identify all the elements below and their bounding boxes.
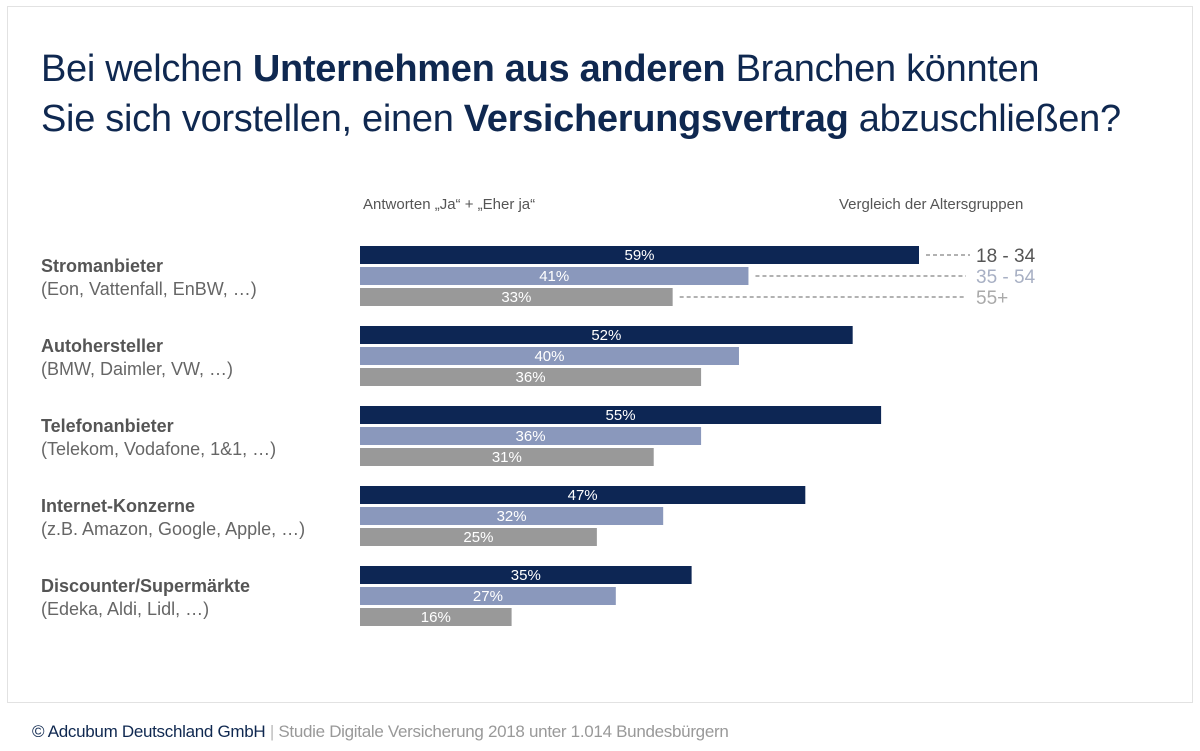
chart-title: Bei welchen Unternehmen aus anderen Bran… <box>41 44 1121 144</box>
bar-value-label: 32% <box>497 508 527 525</box>
bar-value-label: 33% <box>501 289 531 306</box>
title-line-1: Bei welchen Unternehmen aus anderen Bran… <box>41 44 1121 94</box>
category-label: Telefonanbieter (Telekom, Vodafone, 1&1,… <box>41 415 276 461</box>
bar-value-label: 55% <box>606 407 636 424</box>
subtitle-answers: Antworten „Ja“ + „Eher ja“ <box>363 196 536 213</box>
legend-label-18-34: 18 - 34 <box>976 246 1036 267</box>
title-part: abzuschließen? <box>848 98 1121 140</box>
bar-value-label: 36% <box>516 369 546 386</box>
legend-label-35-54: 35 - 54 <box>976 267 1036 288</box>
footer-copyright: © Adcubum Deutschland GmbH <box>32 722 266 741</box>
footer: © Adcubum Deutschland GmbH | Studie Digi… <box>32 722 729 742</box>
bar-value-label: 16% <box>421 609 451 626</box>
bar-value-label: 52% <box>591 327 621 344</box>
category-name: Telefonanbieter <box>41 416 174 436</box>
title-part-bold: Versicherungsvertrag <box>463 98 849 140</box>
bar-18-34 <box>360 406 882 424</box>
category-examples: (Telekom, Vodafone, 1&1, …) <box>41 439 277 459</box>
bar-value-label: 36% <box>516 428 546 445</box>
category-examples: (Edeka, Aldi, Lidl, …) <box>41 599 210 619</box>
bar-value-label: 41% <box>539 268 569 285</box>
category-name: Internet-Konzerne <box>41 496 196 516</box>
legend-label-55+: 55+ <box>976 288 1008 309</box>
category-examples: (z.B. Amazon, Google, Apple, …) <box>41 519 306 539</box>
footer-separator: | <box>265 722 279 741</box>
bar-18-34 <box>360 326 853 344</box>
category-label: Autohersteller (BMW, Daimler, VW, …) <box>41 335 233 381</box>
bar-35-54 <box>360 587 616 605</box>
category-examples: (Eon, Vattenfall, EnBW, …) <box>41 279 257 299</box>
bar-18-34 <box>360 566 692 584</box>
bar-value-label: 25% <box>463 529 493 546</box>
bar-value-label: 59% <box>624 247 654 264</box>
category-name: Discounter/Supermärkte <box>41 576 251 596</box>
bar-35-54 <box>360 267 749 285</box>
bar-value-label: 47% <box>568 487 598 504</box>
bar-35-54 <box>360 507 664 525</box>
category-label: Stromanbieter (Eon, Vattenfall, EnBW, …) <box>41 255 257 301</box>
title-part: Sie sich vorstellen, einen <box>41 98 464 140</box>
category-label: Discounter/Supermärkte (Edeka, Aldi, Lid… <box>41 575 250 621</box>
bar-55+ <box>360 448 654 466</box>
bar-55+ <box>360 288 673 306</box>
category-label: Internet-Konzerne (z.B. Amazon, Google, … <box>41 495 305 541</box>
title-part: Bei welchen <box>41 48 253 90</box>
bar-value-label: 40% <box>534 348 564 365</box>
category-name: Autohersteller <box>41 336 164 356</box>
bar-35-54 <box>360 427 702 445</box>
bar-55+ <box>360 528 597 546</box>
bar-value-label: 35% <box>511 567 541 584</box>
category-name: Stromanbieter <box>41 256 164 276</box>
bar-18-34 <box>360 486 806 504</box>
subtitle-age-comparison: Vergleich der Altersgruppen <box>839 196 1024 213</box>
title-part: Branchen könnten <box>725 48 1040 90</box>
title-line-2: Sie sich vorstellen, einen Versicherungs… <box>41 94 1121 144</box>
bar-value-label: 31% <box>492 449 522 466</box>
bar-value-label: 27% <box>473 588 503 605</box>
bar-35-54 <box>360 347 739 365</box>
bar-55+ <box>360 368 702 386</box>
category-examples: (BMW, Daimler, VW, …) <box>41 359 234 379</box>
bar-18-34 <box>360 246 919 264</box>
footer-study: Studie Digitale Versicherung 2018 unter … <box>278 722 729 741</box>
bar-55+ <box>360 608 512 626</box>
title-part-bold: Unternehmen aus anderen <box>252 48 726 90</box>
